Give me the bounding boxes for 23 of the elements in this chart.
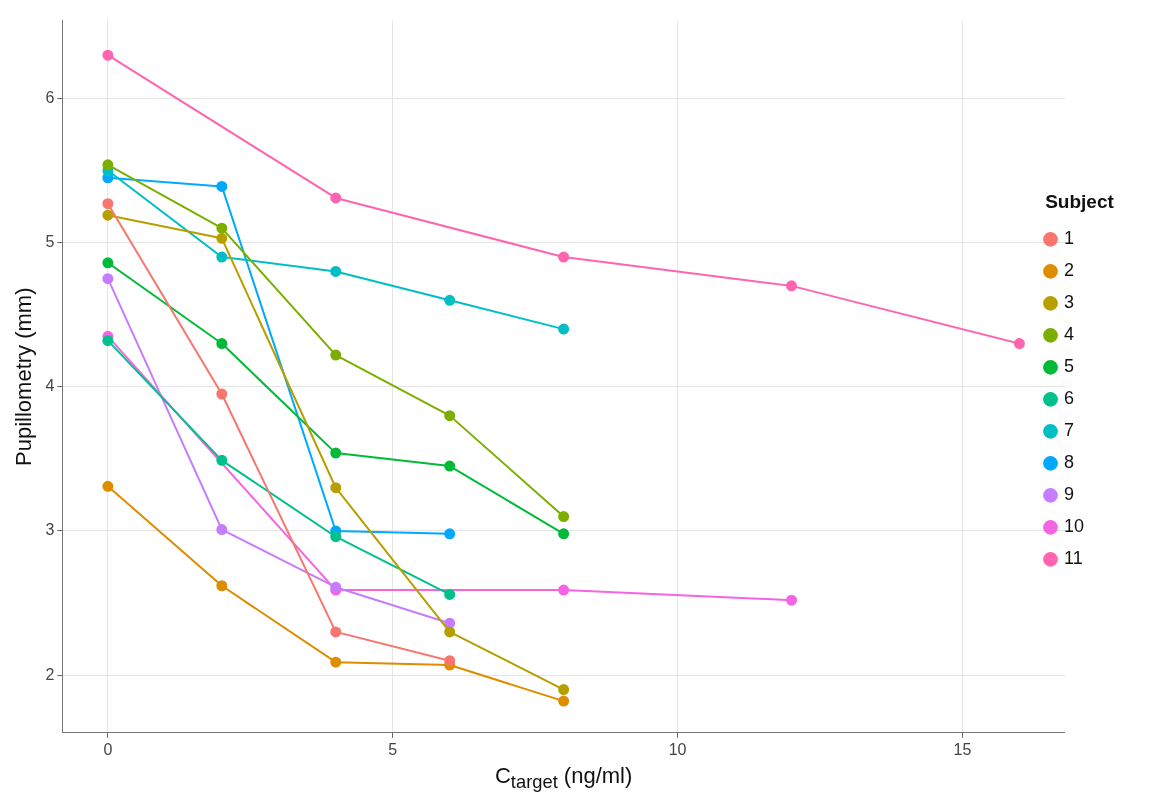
legend-label: 5 (1064, 356, 1075, 377)
legend-label: 6 (1064, 388, 1075, 409)
x-tick-label: 10 (668, 740, 687, 758)
x-tick-label: 0 (103, 740, 113, 758)
y-axis-title: Pupillometry (mm) (11, 287, 37, 466)
y-tick-label: 5 (45, 233, 55, 251)
legend-title: Subject (1045, 191, 1115, 213)
legend-label: 2 (1064, 260, 1075, 281)
y-tick-label: 4 (45, 377, 55, 395)
legend-label: 11 (1064, 548, 1083, 569)
legend-label: 1 (1064, 228, 1075, 249)
x-axis-title: C$_{target}$ (ng/ml) (494, 762, 633, 794)
x-tick-label: 5 (388, 740, 398, 758)
x-tick-label: 15 (953, 740, 972, 758)
legend-label: 3 (1064, 292, 1075, 313)
legend-label: 9 (1064, 484, 1075, 505)
legend-label: 8 (1064, 452, 1075, 473)
legend-label: 7 (1064, 420, 1075, 441)
legend-label: 10 (1064, 516, 1085, 537)
y-tick-label: 2 (45, 665, 55, 683)
legend-label: 4 (1064, 324, 1075, 345)
y-tick-label: 3 (45, 521, 55, 539)
y-tick-label: 6 (45, 88, 55, 106)
